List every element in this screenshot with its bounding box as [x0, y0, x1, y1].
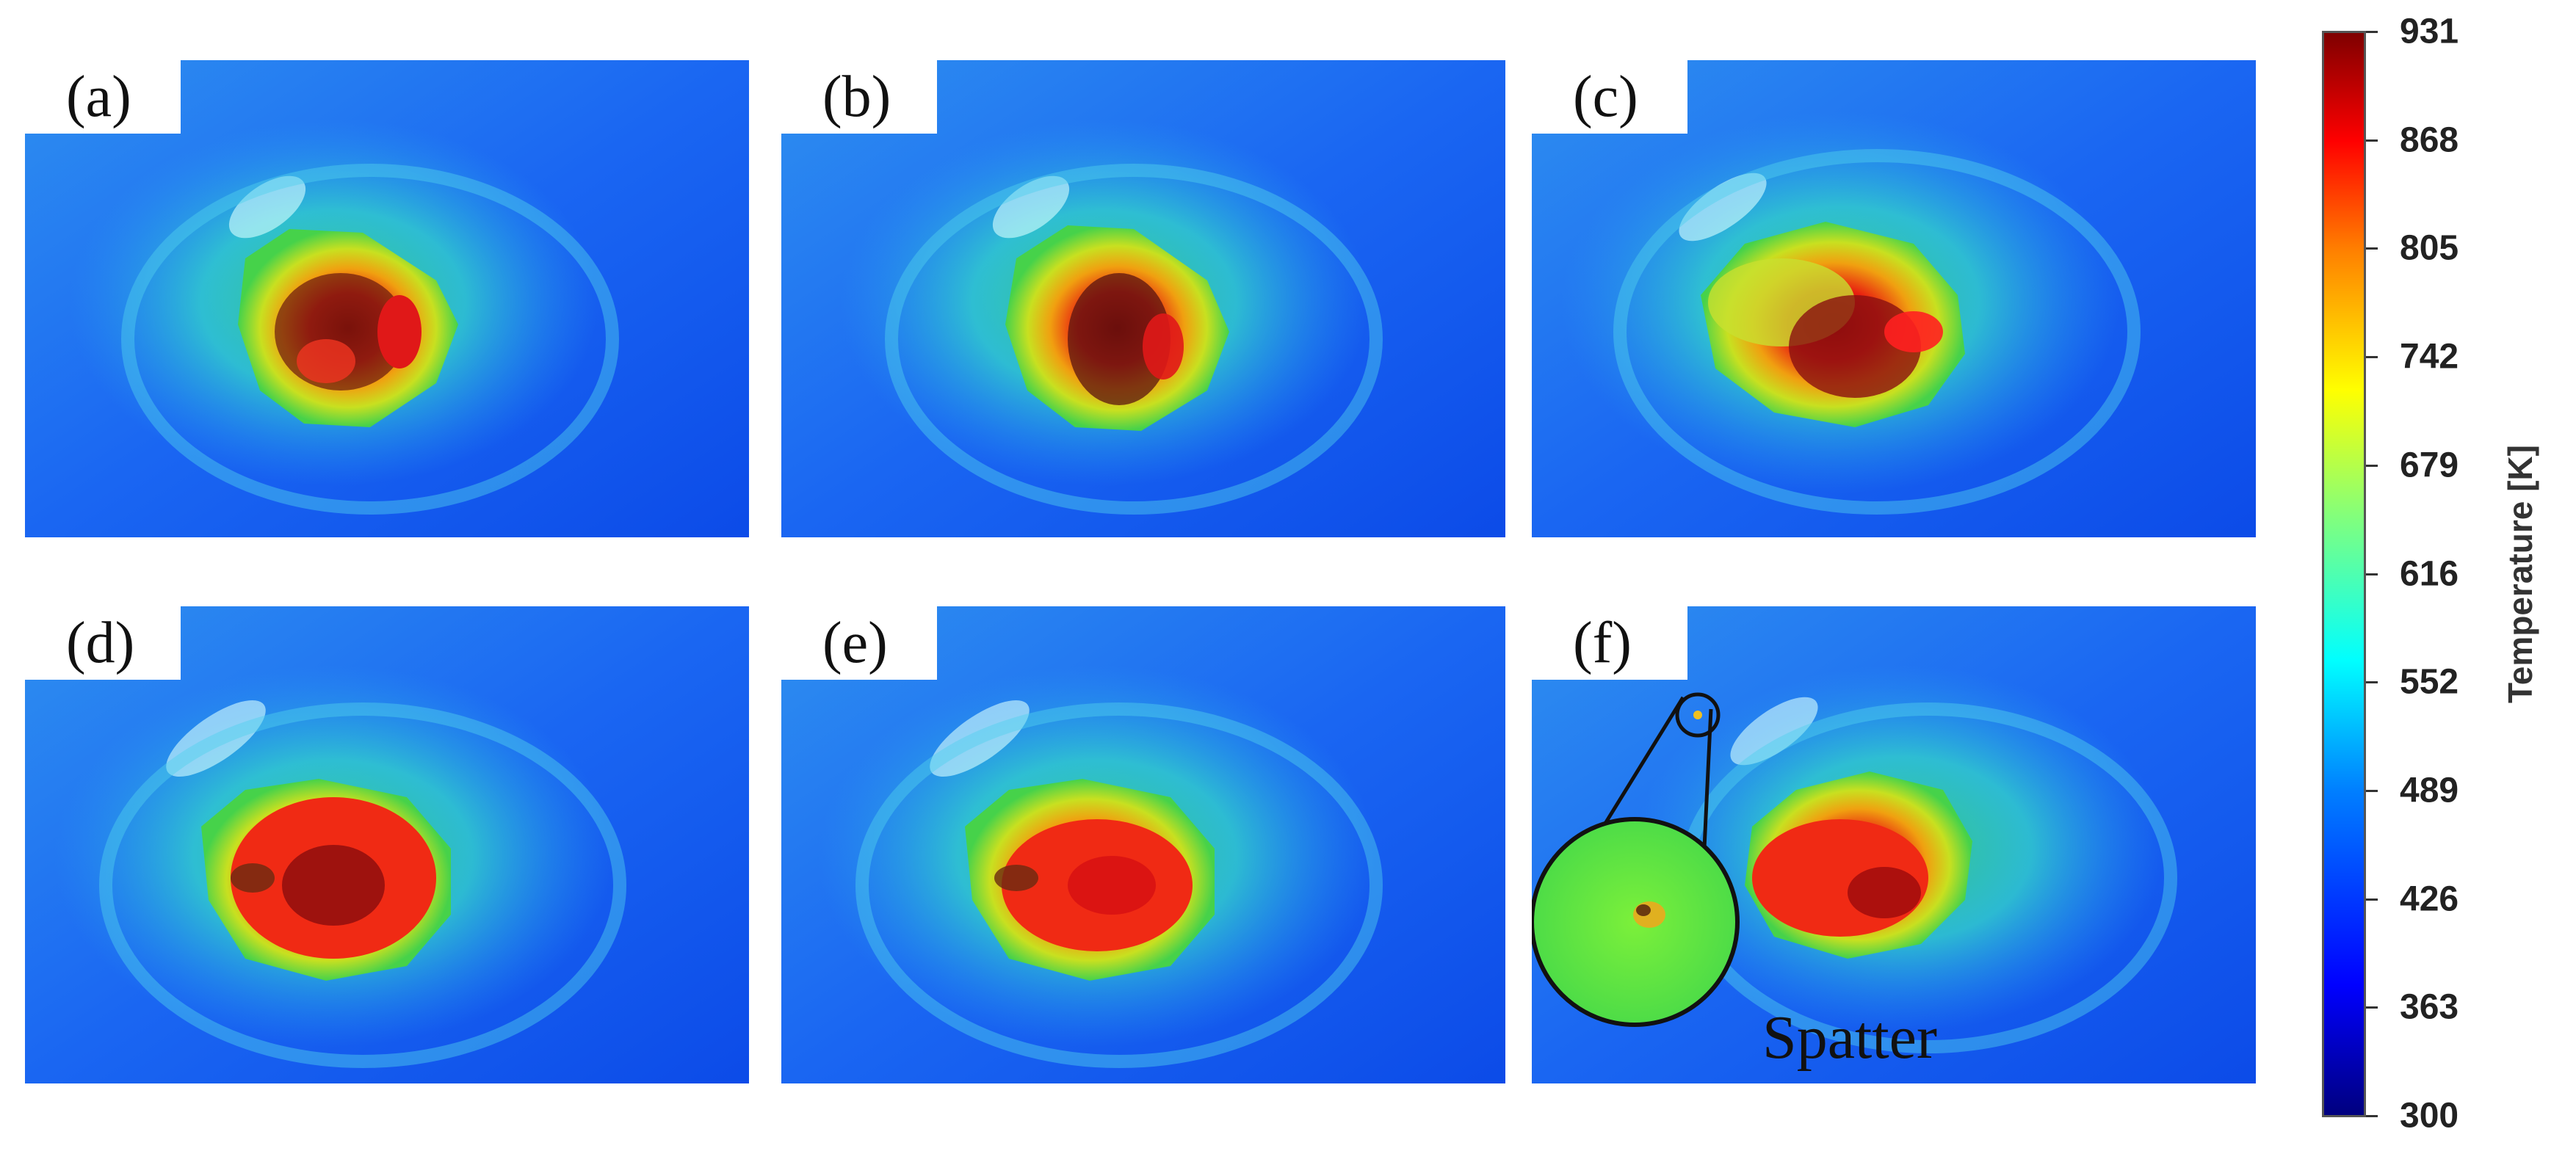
- colorbar-tick-label: 300: [2400, 1096, 2459, 1136]
- colorbar-tick: [2366, 790, 2378, 792]
- colorbar-tick-label: 616: [2400, 554, 2459, 594]
- colorbar-tick-label: 742: [2400, 337, 2459, 377]
- temperature-colorbar: 931 868 805 742 679 616 552 489 426 363 300 Temper…: [2322, 12, 2572, 1136]
- colorbar-tick: [2366, 573, 2378, 576]
- colorbar-tick: [2366, 247, 2378, 250]
- colorbar-tick: [2366, 31, 2378, 33]
- spatter-label: Spatter: [1762, 1003, 1937, 1072]
- thermal-map-d: [25, 606, 749, 1083]
- colorbar-title: Temperature [K]: [2501, 445, 2539, 703]
- colorbar-tick: [2366, 1006, 2378, 1009]
- colorbar-tick: [2366, 681, 2378, 683]
- panel-label: (d): [25, 606, 181, 680]
- colorbar-tick-label: 679: [2400, 446, 2459, 485]
- panel-e: (e): [781, 606, 1505, 1083]
- panel-label: (b): [781, 60, 937, 134]
- colorbar-tick: [2366, 465, 2378, 467]
- colorbar-tick-label: 363: [2400, 987, 2459, 1027]
- colorbar-tick: [2366, 898, 2378, 901]
- panel-c: (c): [1532, 60, 2256, 537]
- panel-a: (a): [25, 60, 749, 537]
- panel-b: (b): [781, 60, 1505, 537]
- panel-f: (f): [1532, 606, 2256, 1083]
- panel-label: (a): [25, 60, 181, 134]
- colorbar-tick: [2366, 1115, 2378, 1117]
- thermal-map-c: [1532, 60, 2256, 537]
- thermal-map-a: [25, 60, 749, 537]
- colorbar-tick: [2366, 356, 2378, 358]
- spatter-source-circle: [1675, 692, 1721, 738]
- colorbar-gradient: [2322, 31, 2366, 1117]
- colorbar-tick-label: 426: [2400, 879, 2459, 919]
- colorbar-tick-label: 868: [2400, 120, 2459, 160]
- colorbar-tick-label: 552: [2400, 662, 2459, 702]
- colorbar-tick-label: 931: [2400, 12, 2459, 51]
- thermal-map-b: [781, 60, 1505, 537]
- spatter-particle: [1693, 711, 1702, 719]
- spatter-inset-circle: [1532, 817, 1740, 1027]
- spatter-zoom-callout: [1532, 692, 1740, 1027]
- panel-label: (c): [1532, 60, 1687, 134]
- panel-label: (e): [781, 606, 937, 680]
- colorbar-tick: [2366, 139, 2378, 142]
- panel-label: (f): [1532, 606, 1687, 680]
- colorbar-tick-label: 489: [2400, 771, 2459, 810]
- thermal-map-f: [1532, 606, 2256, 1083]
- panel-d: (d): [25, 606, 749, 1083]
- thermal-map-e: [781, 606, 1505, 1083]
- colorbar-tick-label: 805: [2400, 228, 2459, 268]
- spatter-particle-zoomed: [1633, 901, 1665, 928]
